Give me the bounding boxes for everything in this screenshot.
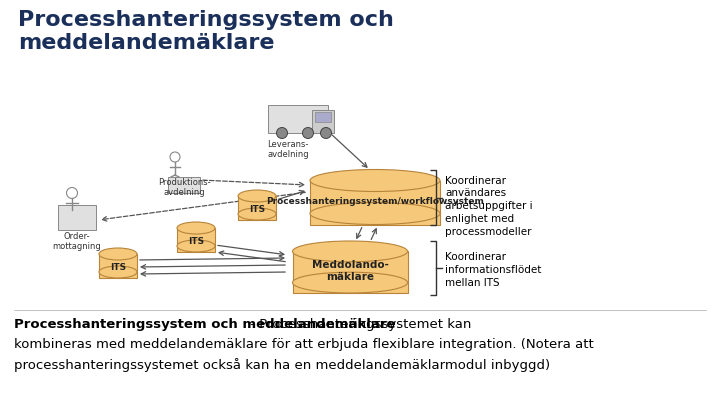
Bar (310, 181, 440, 224)
Text: ITS: ITS (249, 205, 265, 213)
Ellipse shape (292, 272, 408, 293)
Text: Processhanteringssystem och meddelandemäklare: Processhanteringssystem och meddelandemä… (14, 318, 395, 331)
Ellipse shape (238, 208, 276, 220)
Bar (292, 252, 408, 293)
Circle shape (170, 152, 180, 162)
Ellipse shape (99, 266, 137, 278)
Ellipse shape (177, 222, 215, 234)
Circle shape (302, 128, 313, 139)
Bar (268, 105, 328, 133)
Text: processhanteringssystemet också kan ha en meddelandemäklarmodul inbyggd): processhanteringssystemet också kan ha e… (14, 358, 550, 372)
Text: Processhanteringssystem/workflowsystem: Processhanteringssystem/workflowsystem (266, 196, 484, 205)
Circle shape (66, 188, 78, 198)
Circle shape (276, 128, 287, 139)
Text: Produktions-
avdelning: Produktions- avdelning (158, 178, 210, 197)
Ellipse shape (177, 240, 215, 252)
Bar (312, 110, 334, 133)
Ellipse shape (292, 241, 408, 262)
Ellipse shape (99, 248, 137, 260)
Bar (99, 254, 137, 278)
Bar (177, 228, 215, 252)
Bar (315, 112, 331, 122)
Text: Leverans-
avdelning: Leverans- avdelning (267, 140, 309, 160)
Bar (58, 205, 96, 230)
Text: ITS: ITS (110, 262, 126, 271)
Ellipse shape (310, 170, 440, 192)
Bar (168, 177, 200, 193)
Text: Meddolando-
mäklare: Meddolando- mäklare (312, 260, 388, 282)
Text: Koordinerar
informationsflödet
mellan ITS: Koordinerar informationsflödet mellan IT… (445, 252, 541, 288)
Text: Koordinerar
användares
arbetsuppgifter i
enlighet med
processmodeller: Koordinerar användares arbetsuppgifter i… (445, 175, 533, 237)
Bar (238, 196, 276, 220)
Text: kombineras med meddelandemäklare för att erbjuda flexiblare integration. (Notera: kombineras med meddelandemäklare för att… (14, 338, 594, 351)
Text: Processhanteringssystem och
meddelandemäklare: Processhanteringssystem och meddelandemä… (18, 10, 394, 53)
Text: ITS: ITS (188, 237, 204, 245)
Ellipse shape (238, 190, 276, 202)
Ellipse shape (310, 202, 440, 224)
Text: Order-
mottagning: Order- mottagning (53, 232, 102, 252)
Text: - Processhanteringssystemet kan: - Processhanteringssystemet kan (246, 318, 471, 331)
Circle shape (320, 128, 331, 139)
